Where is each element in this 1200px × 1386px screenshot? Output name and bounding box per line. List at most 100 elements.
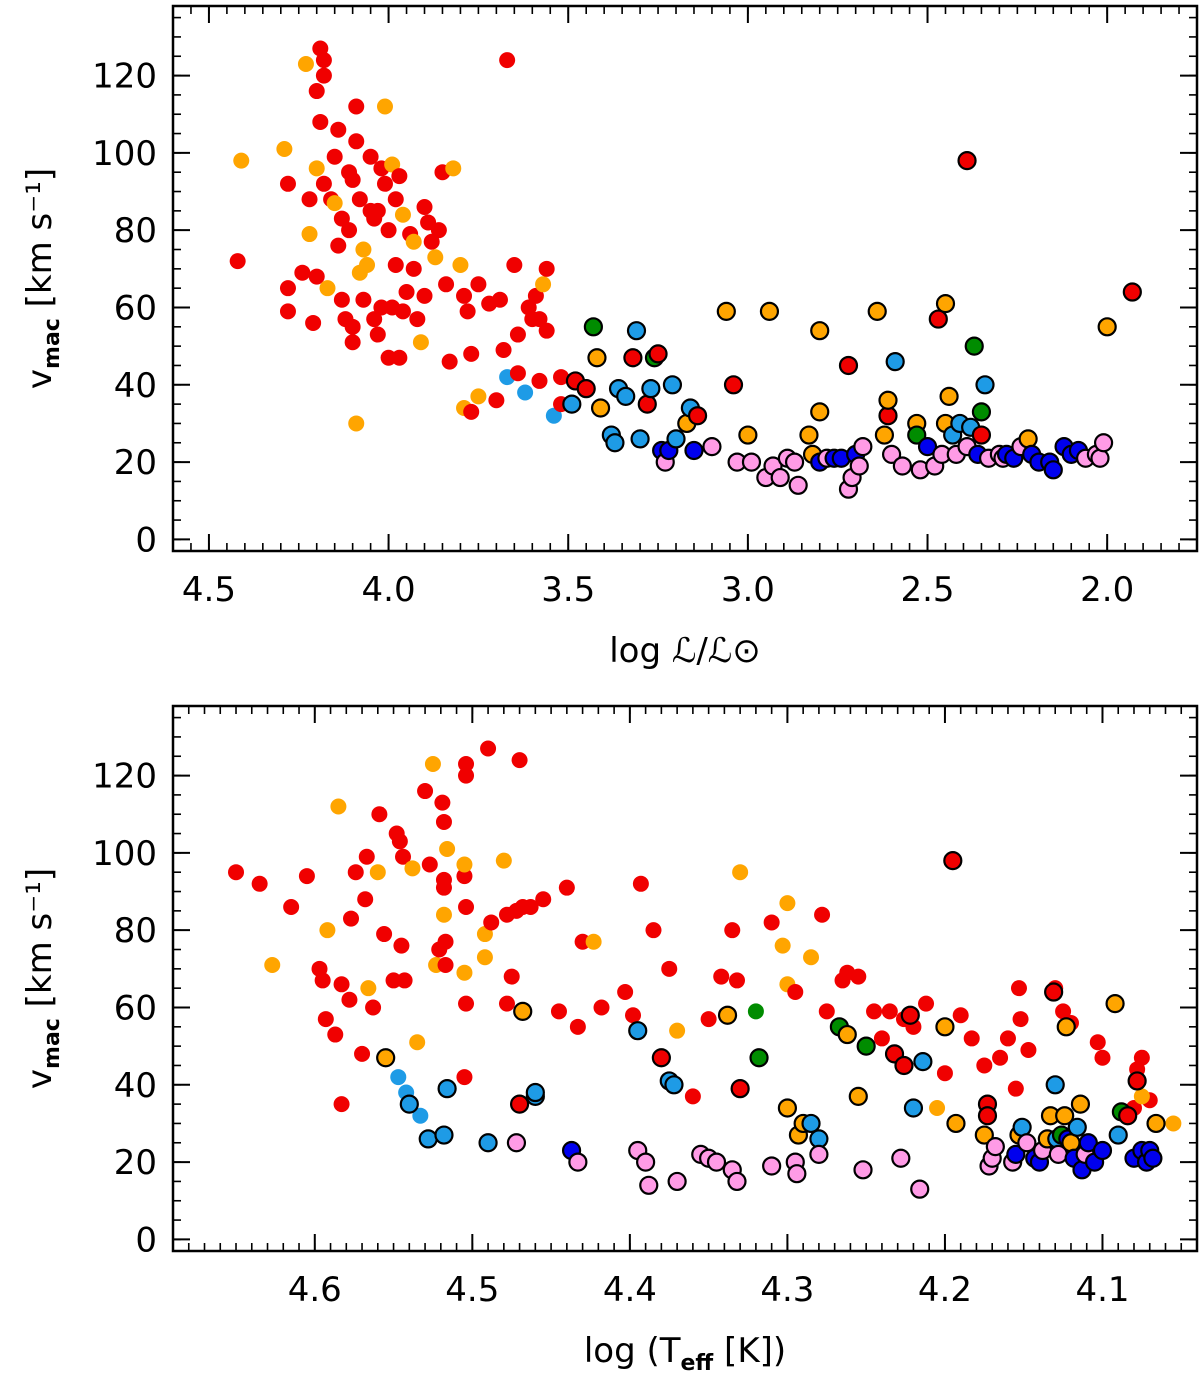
data-point — [434, 1125, 454, 1145]
data-point — [427, 249, 444, 266]
y-tick-label: 60 — [114, 288, 157, 328]
data-point — [341, 222, 358, 239]
x-tick-label: 4.2 — [918, 1270, 972, 1310]
data-point — [312, 113, 329, 130]
data-point — [412, 1107, 429, 1124]
data-point — [458, 755, 475, 772]
data-point — [435, 906, 452, 923]
data-point — [1006, 1144, 1026, 1164]
data-point — [357, 891, 374, 908]
data-point — [738, 425, 758, 445]
data-point — [391, 168, 408, 185]
plot-frame — [171, 704, 1199, 1253]
y-tick-label: 20 — [114, 443, 157, 483]
data-point — [535, 891, 552, 908]
data-point — [1122, 282, 1142, 302]
data-point — [929, 1099, 946, 1116]
data-point — [294, 264, 311, 281]
x-tick-label: 4.5 — [445, 1270, 499, 1310]
data-point — [495, 852, 512, 869]
data-point — [326, 195, 343, 212]
y-tick-label: 100 — [92, 134, 157, 174]
data-point — [233, 152, 250, 169]
data-point — [918, 995, 935, 1012]
data-point — [623, 348, 643, 368]
data-point — [315, 52, 332, 69]
data-point — [605, 433, 625, 453]
data-point — [850, 968, 867, 985]
data-point — [651, 1048, 671, 1068]
chart-panel-2: 4.6 4.5 4.4 4.3 4.2 4.1 0 20 40 60 80 100 120 vmac [k… — [20, 704, 1199, 1376]
data-point — [409, 1034, 426, 1051]
data-point — [1089, 1034, 1106, 1051]
data-point — [999, 1030, 1016, 1047]
data-point — [409, 311, 426, 328]
data-point — [878, 390, 898, 410]
x-tick-label: 4.6 — [288, 1270, 342, 1310]
data-point — [362, 148, 379, 165]
data-point — [818, 1003, 835, 1020]
data-point — [661, 960, 678, 977]
data-point — [437, 933, 454, 950]
data-point — [669, 1022, 686, 1039]
data-point — [430, 222, 447, 239]
data-point — [1043, 460, 1063, 480]
data-point — [488, 392, 505, 409]
data-point — [837, 1024, 857, 1045]
data-point — [445, 160, 462, 177]
data-point — [716, 301, 736, 321]
data-point — [838, 355, 859, 376]
data-point — [1118, 1106, 1138, 1126]
data-point — [558, 879, 575, 896]
data-point — [641, 379, 661, 399]
data-point — [315, 67, 332, 84]
data-point — [478, 1133, 498, 1153]
data-point — [251, 875, 268, 892]
data-point — [355, 241, 372, 258]
plot-frame — [171, 4, 1199, 553]
data-point — [476, 949, 493, 966]
data-point — [376, 1048, 396, 1068]
data-point — [506, 256, 523, 273]
data-point — [706, 1152, 727, 1172]
data-point — [297, 55, 314, 72]
data-point — [787, 984, 804, 1001]
x-tick-label: 4.0 — [362, 570, 416, 610]
data-point — [344, 334, 361, 351]
data-point — [276, 141, 293, 158]
data-point — [562, 394, 582, 414]
data-point — [341, 991, 358, 1008]
data-point — [358, 848, 375, 865]
data-point — [763, 914, 780, 931]
data-point — [343, 910, 360, 927]
data-point — [390, 1069, 407, 1086]
data-point — [1055, 1003, 1072, 1020]
data-point — [305, 314, 322, 331]
data-point — [348, 415, 365, 432]
data-point — [1097, 317, 1117, 337]
data-point — [503, 968, 520, 985]
data-point — [1010, 980, 1027, 997]
data-point — [527, 287, 544, 304]
data-point — [1105, 994, 1125, 1014]
data-point — [394, 206, 411, 223]
data-point — [1133, 1088, 1150, 1105]
data-point — [637, 394, 657, 414]
data-point — [441, 353, 458, 370]
data-point — [458, 898, 475, 915]
x-tick-label: 4.5 — [182, 570, 236, 610]
data-point — [452, 256, 469, 273]
data-point — [774, 937, 791, 954]
data-point — [1092, 1140, 1113, 1161]
data-point — [396, 972, 413, 989]
data-point — [279, 303, 296, 320]
data-point — [1127, 1071, 1147, 1091]
data-point — [1165, 1115, 1182, 1132]
x-axis-label: log (Teff [K]) — [584, 1331, 786, 1376]
data-point — [228, 864, 245, 881]
data-point — [456, 1069, 473, 1086]
data-point — [935, 1017, 955, 1037]
data-point — [538, 322, 555, 339]
data-point — [574, 933, 591, 950]
data-point — [985, 1137, 1005, 1157]
